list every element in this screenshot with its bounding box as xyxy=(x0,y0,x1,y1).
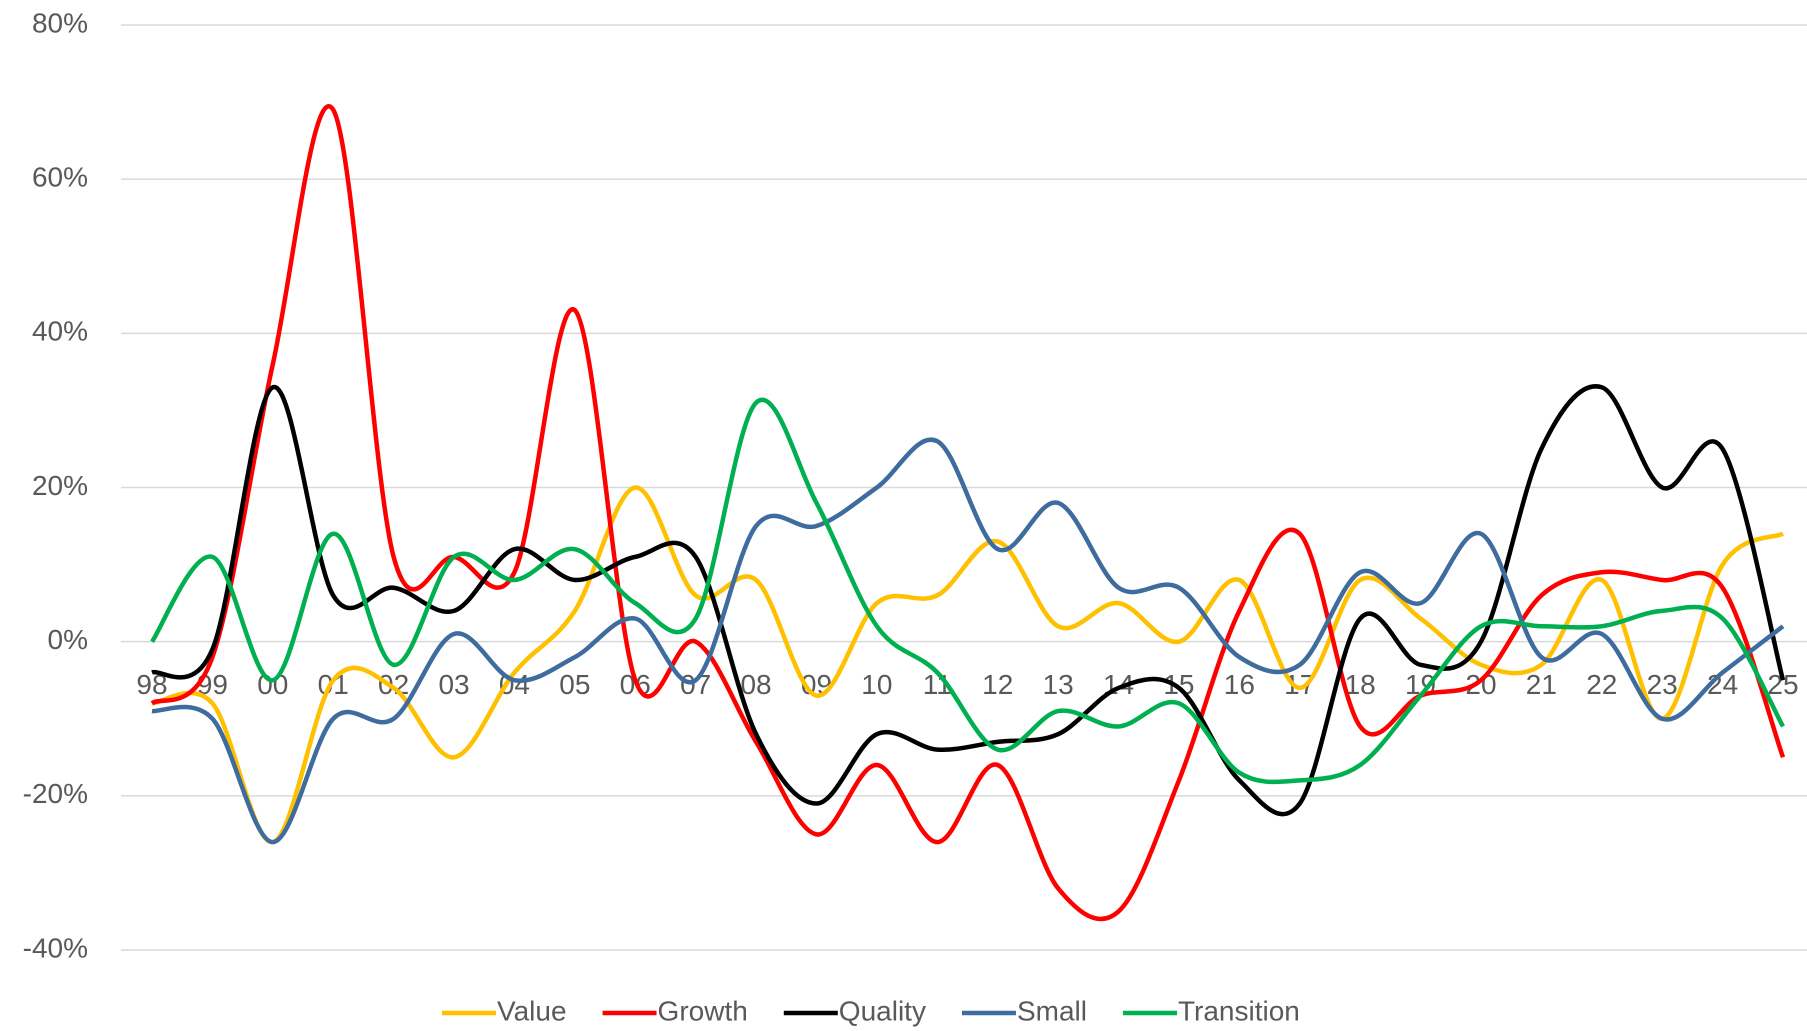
line-series xyxy=(151,384,1786,817)
x-tick-label: 12 xyxy=(982,669,1013,700)
x-tick-label: 10 xyxy=(861,669,892,700)
x-tick-label: 15 xyxy=(1163,669,1194,700)
legend-label: Transition xyxy=(1178,995,1300,1026)
legend-label: Small xyxy=(1017,995,1087,1026)
y-tick-label: 20% xyxy=(32,470,88,501)
x-tick-label: 08 xyxy=(740,669,771,700)
legend-label: Quality xyxy=(839,995,926,1026)
y-tick-label: -40% xyxy=(23,932,88,963)
x-tick-label: 13 xyxy=(1043,669,1074,700)
x-tick-label: 21 xyxy=(1526,669,1557,700)
x-tick-label: 17 xyxy=(1284,669,1315,700)
x-tick-label: 05 xyxy=(559,669,590,700)
x-tick-label: 01 xyxy=(318,669,349,700)
x-tick-label: 23 xyxy=(1647,669,1678,700)
legend-label: Value xyxy=(497,995,567,1026)
x-tick-label: 07 xyxy=(680,669,711,700)
line-series xyxy=(150,104,1786,922)
y-tick-label: 0% xyxy=(48,624,88,655)
y-tick-label: 60% xyxy=(32,162,88,193)
x-tick-label: 03 xyxy=(438,669,469,700)
line-series xyxy=(151,437,1785,845)
x-tick-label: 18 xyxy=(1345,669,1376,700)
legend-label: Growth xyxy=(658,995,748,1026)
y-tick-label: -20% xyxy=(23,778,88,809)
line-series xyxy=(150,397,1785,785)
y-tick-label: 80% xyxy=(32,7,88,38)
line-series xyxy=(151,485,1785,845)
y-tick-label: 40% xyxy=(32,316,88,347)
x-tick-label: 16 xyxy=(1224,669,1255,700)
x-tick-label: 22 xyxy=(1586,669,1617,700)
